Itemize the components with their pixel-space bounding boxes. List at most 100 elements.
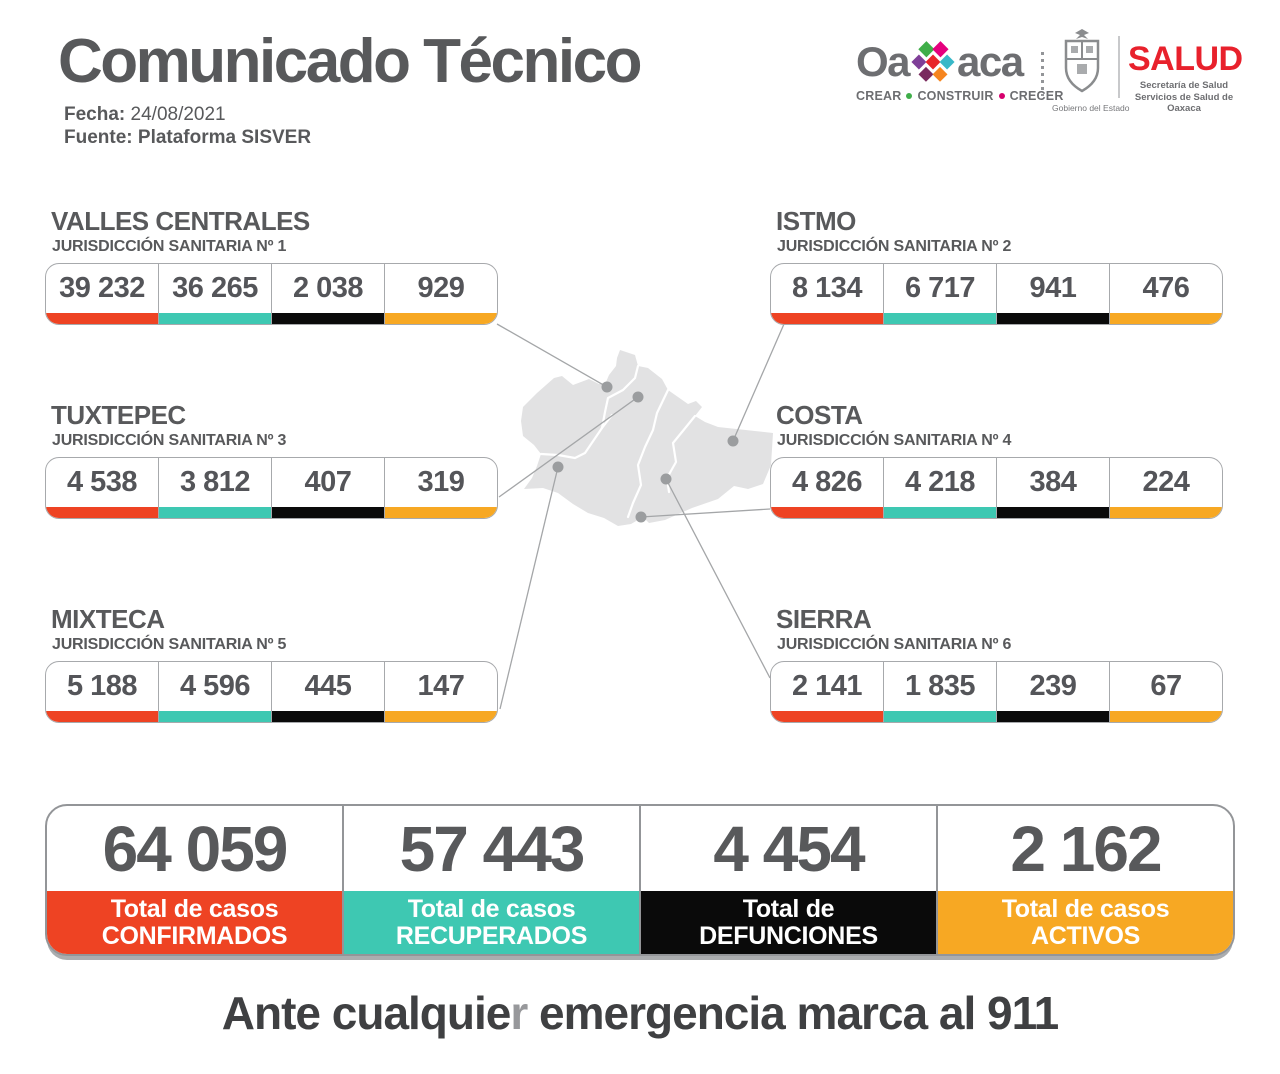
oaxaca-wordmark-right: aca bbox=[957, 38, 1024, 85]
fuente-line: Fuente: Plataforma SISVER bbox=[64, 126, 311, 149]
total-recovered-label: Total de casos RECUPERADOS bbox=[344, 891, 639, 954]
bar-active bbox=[385, 507, 497, 518]
cell-confirmed: 4 826 bbox=[771, 458, 883, 518]
cell-recovered: 1 835 bbox=[883, 662, 996, 722]
cell-recovered: 36 265 bbox=[158, 264, 271, 324]
bar-confirmed bbox=[771, 507, 883, 518]
region-name: ISTMO bbox=[776, 206, 856, 236]
cell-recovered: 4 596 bbox=[158, 662, 271, 722]
bar-deaths bbox=[997, 507, 1109, 518]
total-deaths-value: 4 454 bbox=[713, 812, 865, 885]
salud-subtitle-2: Servicios de Salud de Oaxaca bbox=[1134, 91, 1234, 115]
map-connector-lines bbox=[496, 323, 785, 710]
bar-recovered bbox=[884, 507, 996, 518]
bar-deaths bbox=[272, 507, 384, 518]
fecha-value: 24/08/2021 bbox=[130, 104, 226, 125]
bar-deaths bbox=[997, 711, 1109, 722]
report-meta: Fecha: 24/08/2021 Fuente: Plataforma SIS… bbox=[64, 103, 311, 149]
cell-deaths: 445 bbox=[271, 662, 384, 722]
oaxaca-tagline: CREAR CONSTRUIR CRECER bbox=[856, 89, 1064, 103]
cell-deaths: 407 bbox=[271, 458, 384, 518]
cell-active: 67 bbox=[1109, 662, 1222, 722]
total-confirmed-value: 64 059 bbox=[102, 812, 289, 885]
region-mixteca: MIXTECA JURISDICCIÓN SANITARIA Nº 5 5 18… bbox=[45, 605, 498, 723]
cell-active: 319 bbox=[384, 458, 497, 518]
oaxaca-logo: Oa aca CREAR CONSTRUIR CRECER bbox=[856, 40, 1064, 104]
connector-valles-centrales bbox=[496, 323, 608, 388]
emergency-footer: Ante cualquier emergencia marca al 911 bbox=[221, 987, 1059, 1039]
total-recovered-value: 57 443 bbox=[399, 812, 586, 885]
dot-costa bbox=[635, 511, 647, 523]
oaxaca-wordmark-left: Oa bbox=[856, 38, 911, 85]
bar-active bbox=[385, 313, 497, 324]
cell-deaths: 941 bbox=[996, 264, 1109, 324]
region-data-table: 39 232 36 265 2 038 929 bbox=[45, 263, 498, 325]
bar-confirmed bbox=[771, 313, 883, 324]
cell-active: 929 bbox=[384, 264, 497, 324]
state-coat-of-arms-icon bbox=[1064, 29, 1100, 93]
total-recovered: 57 443 Total de casos RECUPERADOS bbox=[342, 806, 639, 954]
oaxaca-state-shape bbox=[521, 350, 773, 526]
region-name: VALLES CENTRALES bbox=[51, 206, 310, 236]
region-sierra: SIERRA JURISDICCIÓN SANITARIA Nº 6 2 141… bbox=[770, 605, 1223, 723]
cell-deaths: 384 bbox=[996, 458, 1109, 518]
bar-deaths bbox=[997, 313, 1109, 324]
salud-subtitle-1: Secretaría de Salud bbox=[1139, 80, 1229, 91]
connector-istmo bbox=[732, 323, 785, 442]
oaxaca-diamonds-icon bbox=[911, 41, 955, 82]
bar-recovered bbox=[159, 711, 271, 722]
bar-recovered bbox=[159, 507, 271, 518]
dot-valles-centrales bbox=[601, 381, 613, 393]
total-confirmed-label: Total de casos CONFIRMADOS bbox=[47, 891, 342, 954]
gobierno-label: Gobierno del Estado bbox=[1052, 103, 1130, 113]
region-jurisdiction: JURISDICCIÓN SANITARIA Nº 5 bbox=[52, 636, 287, 653]
tagline-crear: CREAR bbox=[856, 89, 902, 103]
cell-recovered: 4 218 bbox=[883, 458, 996, 518]
logo-divider bbox=[1118, 36, 1120, 98]
cell-confirmed: 5 188 bbox=[46, 662, 158, 722]
region-jurisdiction: JURISDICCIÓN SANITARIA Nº 1 bbox=[52, 238, 287, 255]
cell-recovered: 3 812 bbox=[158, 458, 271, 518]
cell-confirmed: 8 134 bbox=[771, 264, 883, 324]
bar-active bbox=[1110, 507, 1222, 518]
region-data-table: 5 188 4 596 445 147 bbox=[45, 661, 498, 723]
total-deaths-label: Total de DEFUNCIONES bbox=[641, 891, 936, 954]
total-active-value: 2 162 bbox=[1010, 812, 1162, 885]
crest-dotted-divider bbox=[1041, 52, 1044, 96]
region-name: MIXTECA bbox=[51, 604, 165, 634]
bar-deaths bbox=[272, 313, 384, 324]
bar-confirmed bbox=[771, 711, 883, 722]
region-valles-centrales: VALLES CENTRALES JURISDICCIÓN SANITARIA … bbox=[45, 207, 498, 325]
region-jurisdiction: JURISDICCIÓN SANITARIA Nº 4 bbox=[777, 432, 1012, 449]
cell-deaths: 239 bbox=[996, 662, 1109, 722]
bar-deaths bbox=[272, 711, 384, 722]
connector-mixteca bbox=[499, 466, 559, 710]
region-tuxtepec: TUXTEPEC JURISDICCIÓN SANITARIA Nº 3 4 5… bbox=[45, 401, 498, 519]
region-data-table: 2 141 1 835 239 67 bbox=[770, 661, 1223, 723]
bar-confirmed bbox=[46, 711, 158, 722]
fuente-value: Plataforma SISVER bbox=[137, 127, 312, 148]
total-confirmed: 64 059 Total de casos CONFIRMADOS bbox=[47, 806, 342, 954]
region-name: SIERRA bbox=[776, 604, 872, 634]
oaxaca-wordmark: Oa aca bbox=[856, 40, 1064, 84]
bar-recovered bbox=[884, 711, 996, 722]
region-jurisdiction: JURISDICCIÓN SANITARIA Nº 3 bbox=[52, 432, 287, 449]
cell-confirmed: 2 141 bbox=[771, 662, 883, 722]
region-data-table: 4 538 3 812 407 319 bbox=[45, 457, 498, 519]
cell-recovered: 6 717 bbox=[883, 264, 996, 324]
cell-confirmed: 4 538 bbox=[46, 458, 158, 518]
tagline-crecer: CRECER bbox=[1009, 89, 1064, 103]
connector-sierra bbox=[665, 478, 771, 679]
bar-recovered bbox=[159, 313, 271, 324]
region-jurisdiction: JURISDICCIÓN SANITARIA Nº 2 bbox=[777, 238, 1012, 255]
dot-tuxtepec bbox=[632, 391, 644, 403]
region-name: COSTA bbox=[776, 400, 863, 430]
page-title: Comunicado Técnico bbox=[58, 27, 642, 96]
region-data-table: 4 826 4 218 384 224 bbox=[770, 457, 1223, 519]
connector-costa bbox=[640, 508, 771, 518]
bar-confirmed bbox=[46, 313, 158, 324]
region-istmo: ISTMO JURISDICCIÓN SANITARIA Nº 2 8 134 … bbox=[770, 207, 1223, 325]
cell-confirmed: 39 232 bbox=[46, 264, 158, 324]
